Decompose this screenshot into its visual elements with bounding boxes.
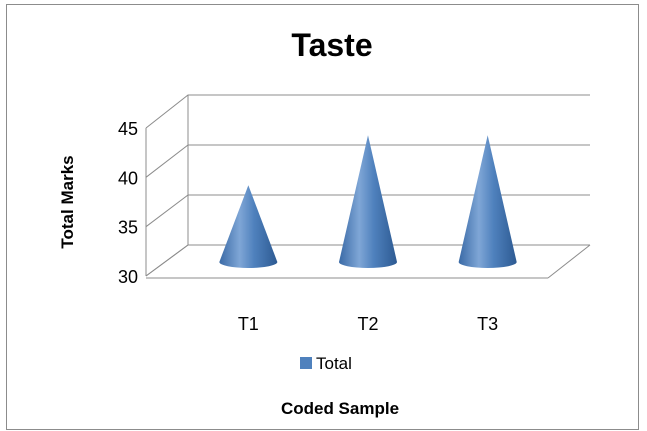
x-tick-labels: T1 T2 T3 — [238, 314, 498, 334]
y-tick-label: 35 — [118, 218, 138, 238]
legend-label-total: Total — [316, 354, 352, 373]
gridlines — [145, 94, 590, 277]
y-axis-title: Total Marks — [58, 155, 77, 248]
gridline — [145, 144, 590, 178]
cone-series — [219, 135, 517, 268]
y-tick-label: 40 — [118, 168, 138, 188]
cone-t2 — [339, 135, 397, 268]
x-tick-label: T1 — [238, 314, 259, 334]
y-tick-label: 30 — [118, 267, 138, 287]
cone-body — [339, 135, 397, 268]
x-axis-title: Coded Sample — [281, 399, 399, 418]
chart-title: Taste — [291, 27, 372, 63]
legend-swatch-total — [300, 357, 312, 369]
x-tick-label: T3 — [477, 314, 498, 334]
gridline — [145, 244, 590, 277]
cone-body — [219, 185, 278, 268]
chart-frame — [6, 4, 639, 430]
gridline — [145, 194, 590, 228]
y-tick-label: 45 — [118, 119, 138, 139]
gridline — [145, 94, 590, 129]
cone-body — [458, 135, 517, 268]
floor-right-edge — [547, 244, 591, 279]
cone-t1 — [219, 185, 278, 268]
x-tick-label: T2 — [357, 314, 378, 334]
legend: Total — [300, 354, 352, 373]
cone-t3 — [458, 135, 517, 268]
y-tick-labels: 30 35 40 45 — [118, 119, 138, 287]
